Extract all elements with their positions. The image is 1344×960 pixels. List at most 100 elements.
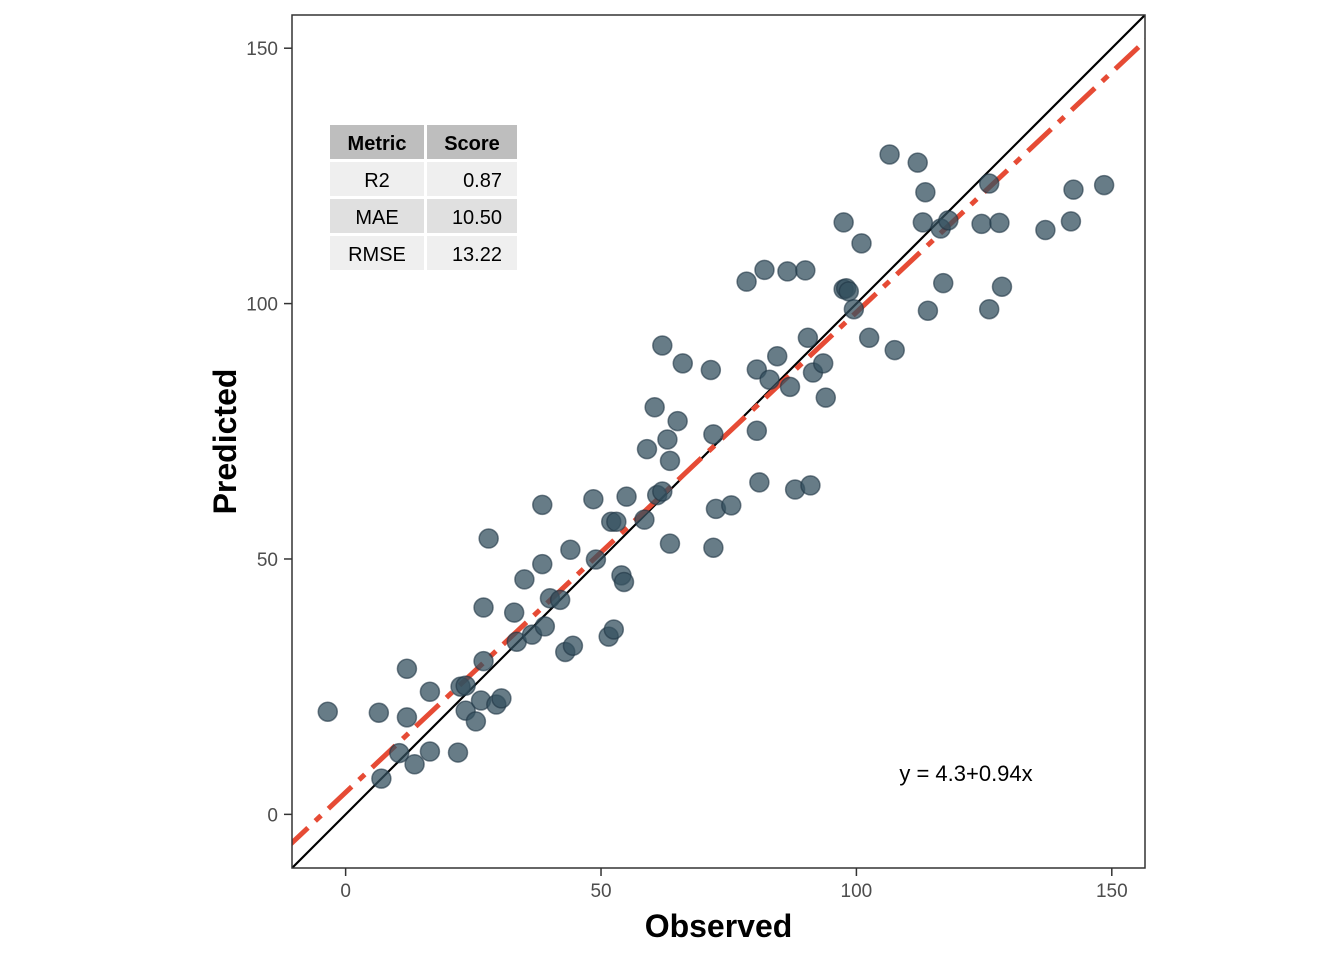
data-point [858, 327, 880, 349]
table-row-r2-metric: R2 [364, 170, 390, 192]
data-point [746, 420, 768, 442]
data-point [514, 569, 535, 590]
data-point [389, 742, 410, 764]
data-point [585, 549, 607, 570]
data-point [616, 486, 637, 507]
data-point [812, 353, 834, 374]
data-point [396, 658, 418, 680]
data-point [989, 212, 1010, 234]
data-point [703, 424, 724, 445]
data-point [532, 553, 553, 575]
table-row-rmse-score-bg [427, 236, 517, 270]
table-header-score: Score [444, 133, 500, 155]
data-point [777, 261, 798, 282]
data-point [447, 742, 469, 763]
fit-line [292, 37, 1145, 847]
y-axis-title: Predicted [207, 369, 243, 515]
data-point [465, 711, 487, 732]
data-point [455, 675, 476, 696]
table-row-r2-metric-bg [330, 162, 424, 196]
data-point [404, 754, 425, 775]
table-row-rmse-score: 13.22 [452, 244, 502, 266]
data-point [838, 281, 859, 302]
table-header-metric-bg [330, 125, 424, 159]
data-point [503, 602, 525, 623]
data-point [759, 369, 780, 390]
data-point [396, 707, 418, 728]
data-point [938, 210, 959, 231]
data-point [606, 511, 627, 532]
data-point [419, 681, 441, 703]
table-row-rmse-metric-bg [330, 236, 424, 270]
table-row-mae-score-bg [427, 199, 517, 233]
data-point [703, 537, 724, 558]
data-point [915, 181, 936, 203]
data-point [1035, 219, 1056, 241]
table-row-r2-score: 0.87 [463, 170, 502, 192]
data-point [907, 152, 928, 173]
data-point [779, 376, 801, 398]
data-point [634, 509, 655, 530]
data-point [667, 410, 688, 432]
data-point [652, 481, 673, 502]
fit-equation: y = 4.3+0.94x [899, 761, 1032, 786]
data-point [652, 335, 673, 356]
y-tick-label: 50 [257, 550, 278, 571]
data-point [478, 528, 499, 549]
data-point [603, 619, 625, 640]
data-point [700, 359, 722, 381]
data-point [562, 635, 584, 657]
data-point [795, 260, 816, 281]
data-point [1063, 179, 1084, 200]
y-tick-label: 0 [267, 805, 278, 826]
table-header-score-bg [427, 125, 517, 159]
data-point [473, 650, 494, 672]
data-point [815, 387, 837, 408]
data-point [879, 144, 900, 165]
data-point [912, 212, 934, 233]
panel-border [291, 14, 1146, 869]
data-point [978, 173, 1000, 194]
table-row-mae-metric-bg [330, 199, 424, 233]
data-point [491, 688, 512, 709]
data-point [532, 494, 553, 516]
data-point [583, 488, 604, 510]
data-point [932, 272, 954, 294]
data-point [843, 298, 865, 320]
data-point [851, 233, 872, 254]
data-point [672, 353, 693, 374]
x-tick-label: 150 [1096, 881, 1128, 902]
data-point [419, 741, 441, 762]
data-point [473, 597, 494, 618]
data-point [766, 345, 788, 367]
data-point [833, 212, 854, 233]
data-point [991, 276, 1013, 297]
data-point [368, 702, 390, 723]
table-header-metric: Metric [348, 133, 407, 155]
table-row-mae-metric: MAE [355, 207, 398, 229]
data-point [754, 259, 775, 281]
data-point [657, 429, 678, 450]
x-axis-title: Observed [645, 908, 793, 944]
data-point [613, 571, 635, 593]
data-point [917, 300, 939, 321]
data-point [560, 539, 581, 561]
data-point [317, 701, 339, 722]
table-row-rmse-metric: RMSE [348, 244, 406, 266]
data-point [800, 475, 821, 496]
x-tick-label: 0 [340, 881, 351, 902]
data-point [534, 616, 556, 637]
data-point [1093, 174, 1115, 196]
x-tick-label: 50 [590, 881, 611, 902]
data-point [659, 450, 681, 472]
data-point [749, 472, 770, 493]
data-point [644, 397, 665, 418]
data-point [371, 768, 392, 789]
table-row-mae-score: 10.50 [452, 207, 502, 229]
data-point [971, 213, 992, 235]
y-tick-label: 100 [246, 295, 278, 316]
table-row-r2-score-bg [427, 162, 517, 196]
data-point [549, 589, 571, 611]
metrics-table: Metric Score R2 0.87 MAE 10.50 RMSE 13.2… [330, 125, 517, 270]
data-point [721, 495, 742, 516]
